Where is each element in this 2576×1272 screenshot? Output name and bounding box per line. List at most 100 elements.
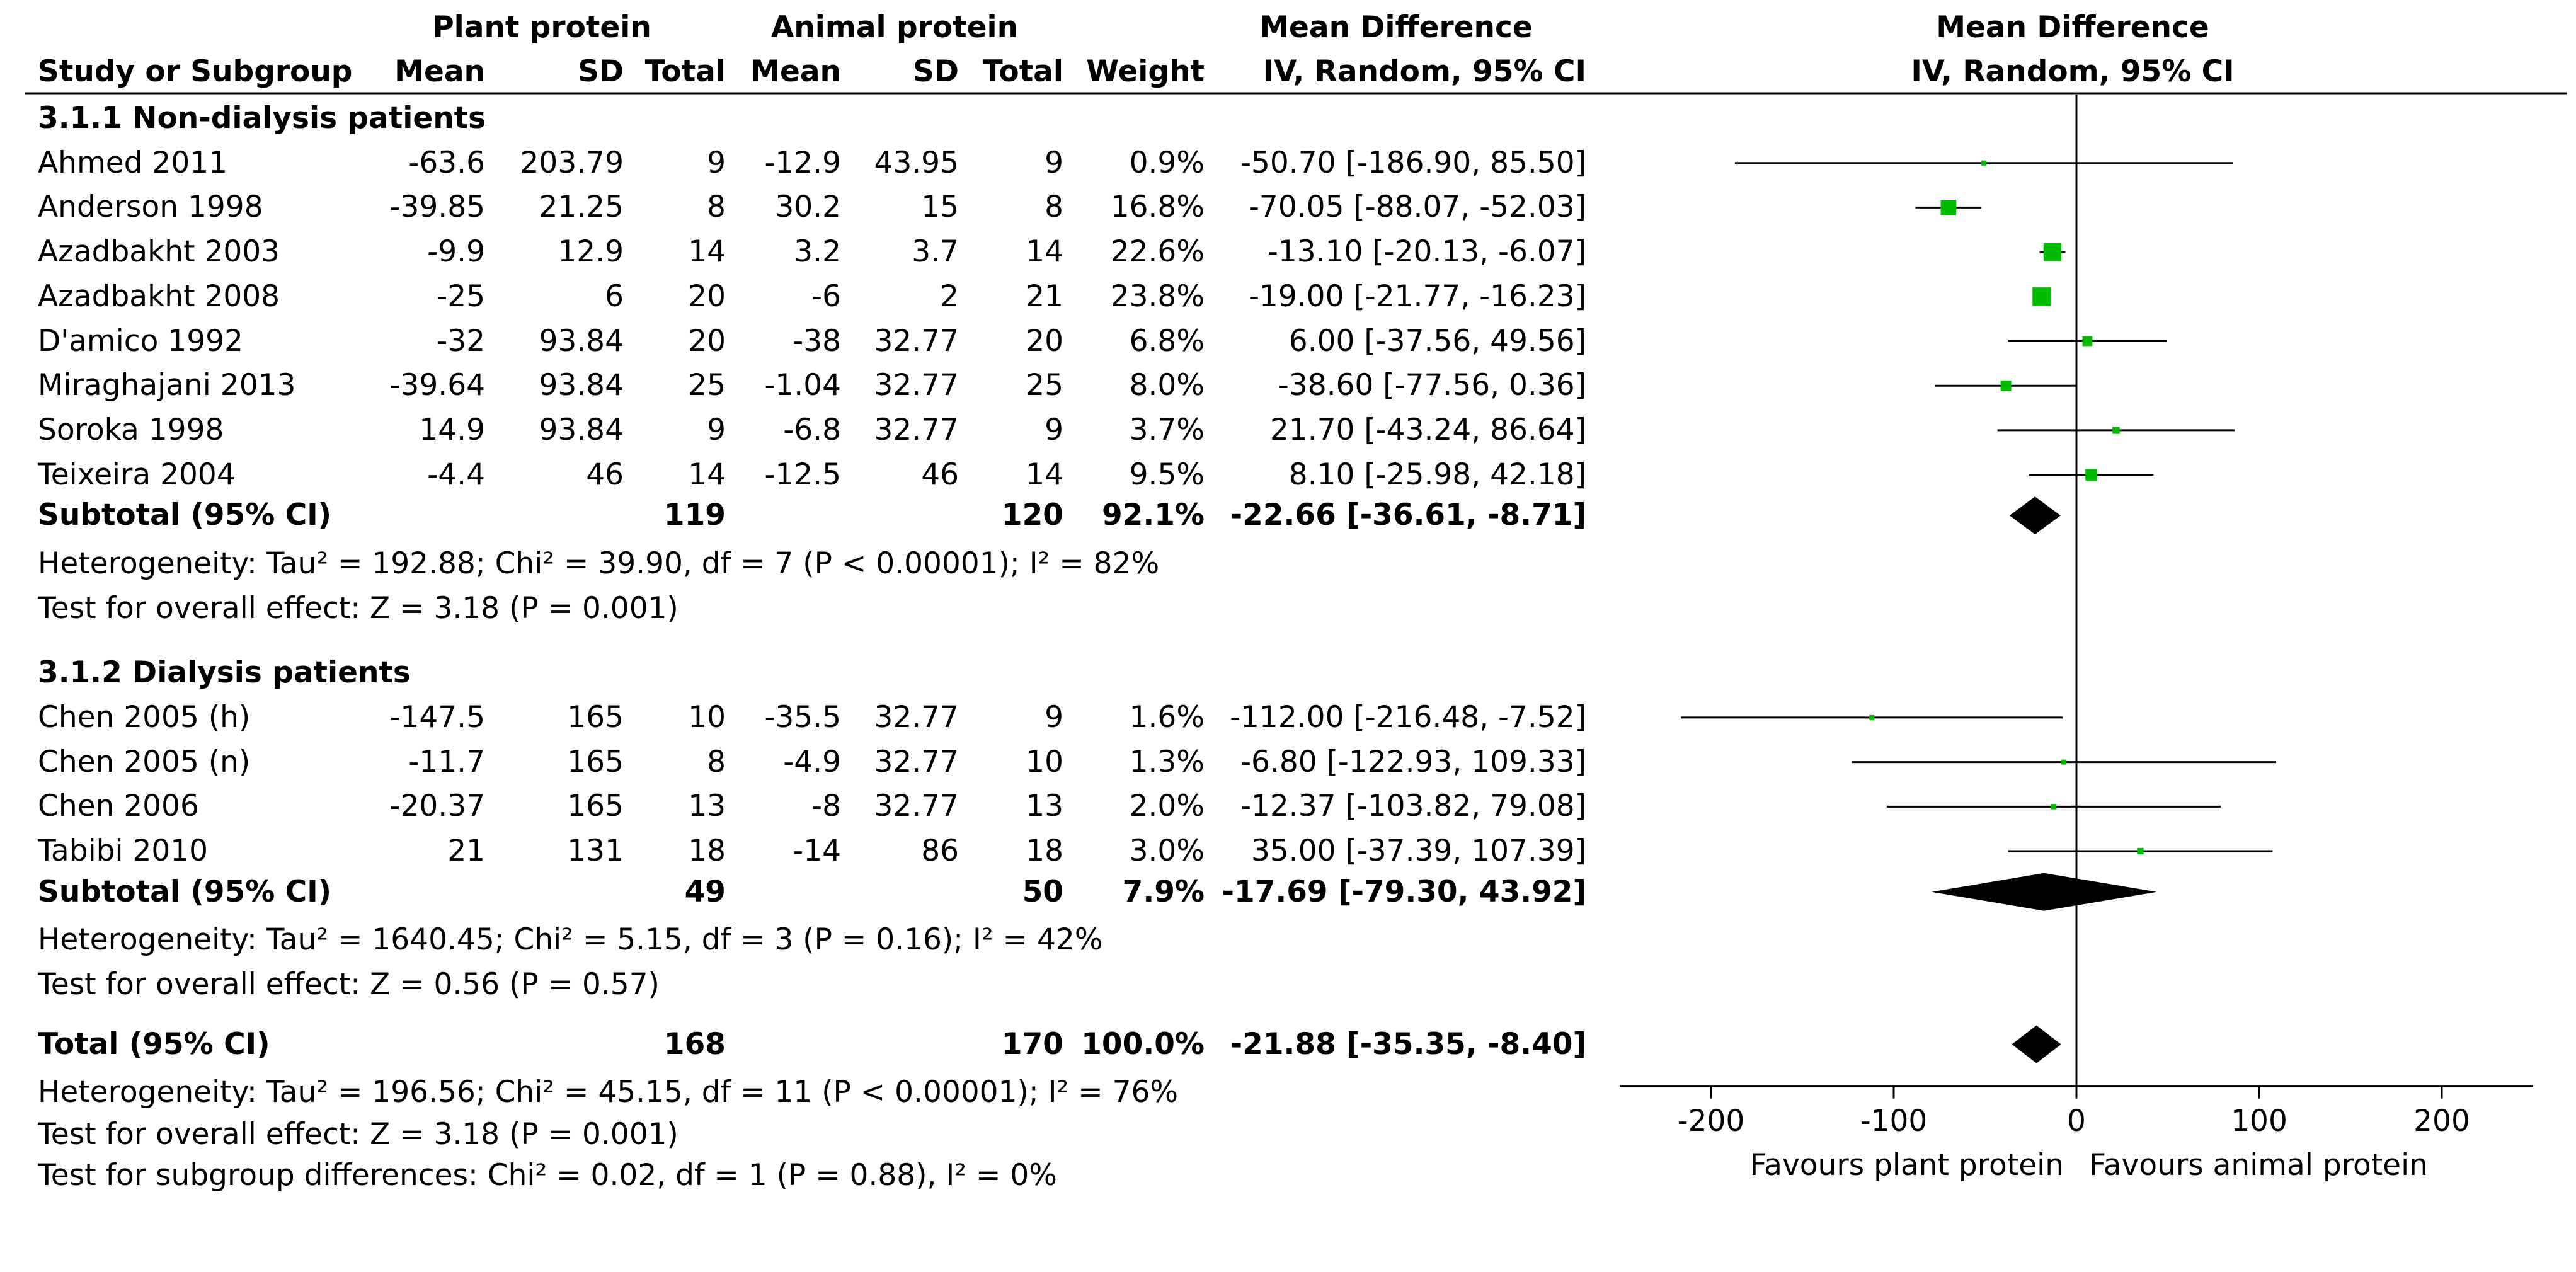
favours-plant-label: Favours plant protein bbox=[1749, 1147, 2064, 1183]
subgroup-1-study-5-name: D'amico 1992 bbox=[38, 323, 243, 358]
subgroup-1-study-8-plant-total: 14 bbox=[688, 457, 726, 492]
subgroup-2-heterogeneity: Heterogeneity: Tau² = 1640.45; Chi² = 5.… bbox=[38, 922, 1103, 958]
header-plot-mean-difference: Mean Difference bbox=[1936, 10, 2209, 45]
total-ci: -21.88 [-35.35, -8.40] bbox=[1230, 1026, 1586, 1062]
header-weight: Weight bbox=[1086, 54, 1205, 89]
subgroup-2-study-1-animal-sd: 32.77 bbox=[874, 699, 959, 735]
subgroup-2-study-1-plant-mean: -147.5 bbox=[389, 699, 485, 735]
subgroup-1-title: 3.1.1 Non-dialysis patients bbox=[38, 101, 486, 135]
subgroup-2-study-3-ci: -12.37 [-103.82, 79.08] bbox=[1240, 789, 1586, 824]
total-heterogeneity: Heterogeneity: Tau² = 196.56; Chi² = 45.… bbox=[38, 1075, 1179, 1110]
total-label: Total (95% CI) bbox=[38, 1026, 270, 1062]
subgroup-1-study-4-animal-sd: 2 bbox=[940, 278, 959, 314]
subgroup-1-study-8-animal-total: 14 bbox=[1026, 457, 1063, 492]
subgroup-2-study-4-plant-sd: 131 bbox=[567, 834, 624, 868]
subgroup-1-study-4-square bbox=[2032, 287, 2051, 306]
subgroup-2-study-1-weight: 1.6% bbox=[1129, 699, 1205, 735]
subgroup-1-subtotal-diamond bbox=[2009, 496, 2061, 535]
subgroup-1-study-4-weight: 23.8% bbox=[1110, 278, 1205, 314]
subgroup-1-study-6-square bbox=[2000, 380, 2012, 391]
subgroup-1-study-2-plant-total: 8 bbox=[707, 190, 726, 225]
subgroup-1-study-7-ci: 21.70 [-43.24, 86.64] bbox=[1269, 412, 1586, 447]
subgroup-1-study-2-name: Anderson 1998 bbox=[38, 190, 263, 225]
subgroup-2-study-2-plant-mean: -11.7 bbox=[408, 744, 485, 779]
subgroup-2-study-4-ci: 35.00 [-37.39, 107.39] bbox=[1251, 834, 1586, 868]
subgroup-1-subtotal-plant-total: 119 bbox=[663, 498, 726, 533]
x-tick-label-2: -100 bbox=[1860, 1103, 1928, 1138]
subgroup-1-study-1-plant-total: 9 bbox=[707, 145, 726, 180]
subgroup-2-study-2-animal-mean: -4.9 bbox=[783, 744, 841, 779]
subgroup-2-study-4-animal-total: 18 bbox=[1026, 834, 1063, 868]
subgroup-1-study-2-animal-total: 8 bbox=[1045, 190, 1063, 225]
total-weight: 100.0% bbox=[1081, 1026, 1205, 1062]
subgroup-2-study-1-animal-mean: -35.5 bbox=[764, 699, 841, 735]
subgroup-2-study-1-plant-total: 10 bbox=[688, 699, 726, 735]
subgroup-1-study-7-weight: 3.7% bbox=[1129, 412, 1205, 447]
subgroup-1-study-8-plant-sd: 46 bbox=[586, 457, 624, 492]
subgroup-2-title: 3.1.2 Dialysis patients bbox=[38, 655, 411, 690]
subgroup-1-study-5-ci: 6.00 [-37.56, 49.56] bbox=[1288, 323, 1586, 358]
x-tick-label-1: -200 bbox=[1677, 1103, 1745, 1138]
subgroup-1-study-1-square bbox=[1981, 160, 1986, 166]
header-plant-mean: Mean bbox=[394, 54, 485, 89]
subgroup-1-study-5-plant-mean: -32 bbox=[437, 323, 485, 358]
subgroup-1-study-2-weight: 16.8% bbox=[1110, 190, 1205, 225]
subgroup-2-study-2-square bbox=[2061, 759, 2067, 765]
subgroup-2-study-4-animal-mean: -14 bbox=[793, 834, 841, 868]
subgroup-2-study-3-plant-mean: -20.37 bbox=[389, 789, 485, 824]
x-tick-label-3: 0 bbox=[2067, 1103, 2086, 1138]
subgroup-1-study-1-plant-mean: -63.6 bbox=[408, 145, 485, 180]
subgroup-2-study-3-animal-sd: 32.77 bbox=[874, 789, 959, 824]
subgroup-2-subtotal-animal-total: 50 bbox=[1022, 874, 1063, 909]
subgroup-1-overall-effect: Test for overall effect: Z = 3.18 (P = 0… bbox=[38, 590, 678, 626]
subgroup-1-study-5-animal-sd: 32.77 bbox=[874, 323, 959, 358]
subgroup-1-study-8-weight: 9.5% bbox=[1129, 457, 1205, 492]
subgroup-1-study-7-plant-mean: 14.9 bbox=[419, 412, 485, 447]
subgroup-1-study-6-plant-mean: -39.64 bbox=[389, 368, 485, 403]
subgroup-1-study-3-square bbox=[2043, 243, 2062, 261]
subgroup-1-study-1-weight: 0.9% bbox=[1129, 145, 1205, 180]
subgroup-2-study-3-name: Chen 2006 bbox=[38, 789, 199, 824]
subgroup-1-study-5-square bbox=[2082, 336, 2093, 347]
subgroup-1-study-8-ci: 8.10 [-25.98, 42.18] bbox=[1288, 457, 1586, 492]
subgroup-1-study-8-animal-sd: 46 bbox=[921, 457, 959, 492]
subgroup-1-study-5-weight: 6.8% bbox=[1129, 323, 1205, 358]
subgroup-1-study-8-name: Teixeira 2004 bbox=[38, 457, 236, 492]
x-tick-label-4: 100 bbox=[2231, 1103, 2287, 1138]
subgroup-1-study-7-animal-mean: -6.8 bbox=[783, 412, 841, 447]
subgroup-1-study-2-plant-sd: 21.25 bbox=[539, 190, 624, 225]
subgroup-differences: Test for subgroup differences: Chi² = 0.… bbox=[38, 1157, 1057, 1193]
subgroup-1-study-4-animal-mean: -6 bbox=[811, 278, 841, 314]
subgroup-2-subtotal-label: Subtotal (95% CI) bbox=[38, 874, 332, 909]
subgroup-1-study-7-square bbox=[2112, 427, 2120, 434]
subgroup-2-study-1-plant-sd: 165 bbox=[567, 699, 624, 735]
subgroup-1-study-5-animal-total: 20 bbox=[1026, 323, 1063, 358]
header-plant-total: Total bbox=[644, 54, 726, 89]
subgroup-1-study-6-ci: -38.60 [-77.56, 0.36] bbox=[1278, 368, 1586, 403]
subgroup-1-study-3-plant-sd: 12.9 bbox=[558, 234, 624, 270]
subgroup-1-subtotal-animal-total: 120 bbox=[1001, 498, 1063, 533]
subgroup-1-study-3-name: Azadbakht 2003 bbox=[38, 234, 280, 270]
total-animal-total: 170 bbox=[1001, 1026, 1063, 1062]
subgroup-2-study-2-name: Chen 2005 (n) bbox=[38, 744, 251, 779]
subgroup-1-study-7-animal-sd: 32.77 bbox=[874, 412, 959, 447]
subgroup-1-study-4-ci: -19.00 [-21.77, -16.23] bbox=[1248, 278, 1586, 314]
subgroup-2-overall-effect: Test for overall effect: Z = 0.56 (P = 0… bbox=[38, 967, 660, 1002]
subgroup-1-study-4-animal-total: 21 bbox=[1026, 278, 1063, 314]
subgroup-1-study-2-plant-mean: -39.85 bbox=[389, 190, 485, 225]
subgroup-1-study-6-name: Miraghajani 2013 bbox=[38, 368, 296, 403]
subgroup-2-study-4-animal-sd: 86 bbox=[921, 834, 959, 868]
subgroup-2-subtotal-ci: -17.69 [-79.30, 43.92] bbox=[1222, 874, 1586, 909]
total-overall-effect: Test for overall effect: Z = 3.18 (P = 0… bbox=[38, 1117, 678, 1152]
subgroup-2-study-2-plant-total: 8 bbox=[707, 744, 726, 779]
subgroup-2-study-3-plant-total: 13 bbox=[688, 789, 726, 824]
header-animal-total: Total bbox=[982, 54, 1063, 89]
x-tick-label-5: 200 bbox=[2413, 1103, 2470, 1138]
subgroup-1-study-1-animal-sd: 43.95 bbox=[874, 145, 959, 180]
subgroup-1-study-6-animal-sd: 32.77 bbox=[874, 368, 959, 403]
subgroup-1-study-1-ci: -50.70 [-186.90, 85.50] bbox=[1240, 145, 1586, 180]
total-diamond bbox=[2012, 1025, 2061, 1063]
subgroup-1-study-1-plant-sd: 203.79 bbox=[520, 145, 624, 180]
subgroup-1-study-6-weight: 8.0% bbox=[1129, 368, 1205, 403]
subgroup-1-study-7-animal-total: 9 bbox=[1045, 412, 1063, 447]
